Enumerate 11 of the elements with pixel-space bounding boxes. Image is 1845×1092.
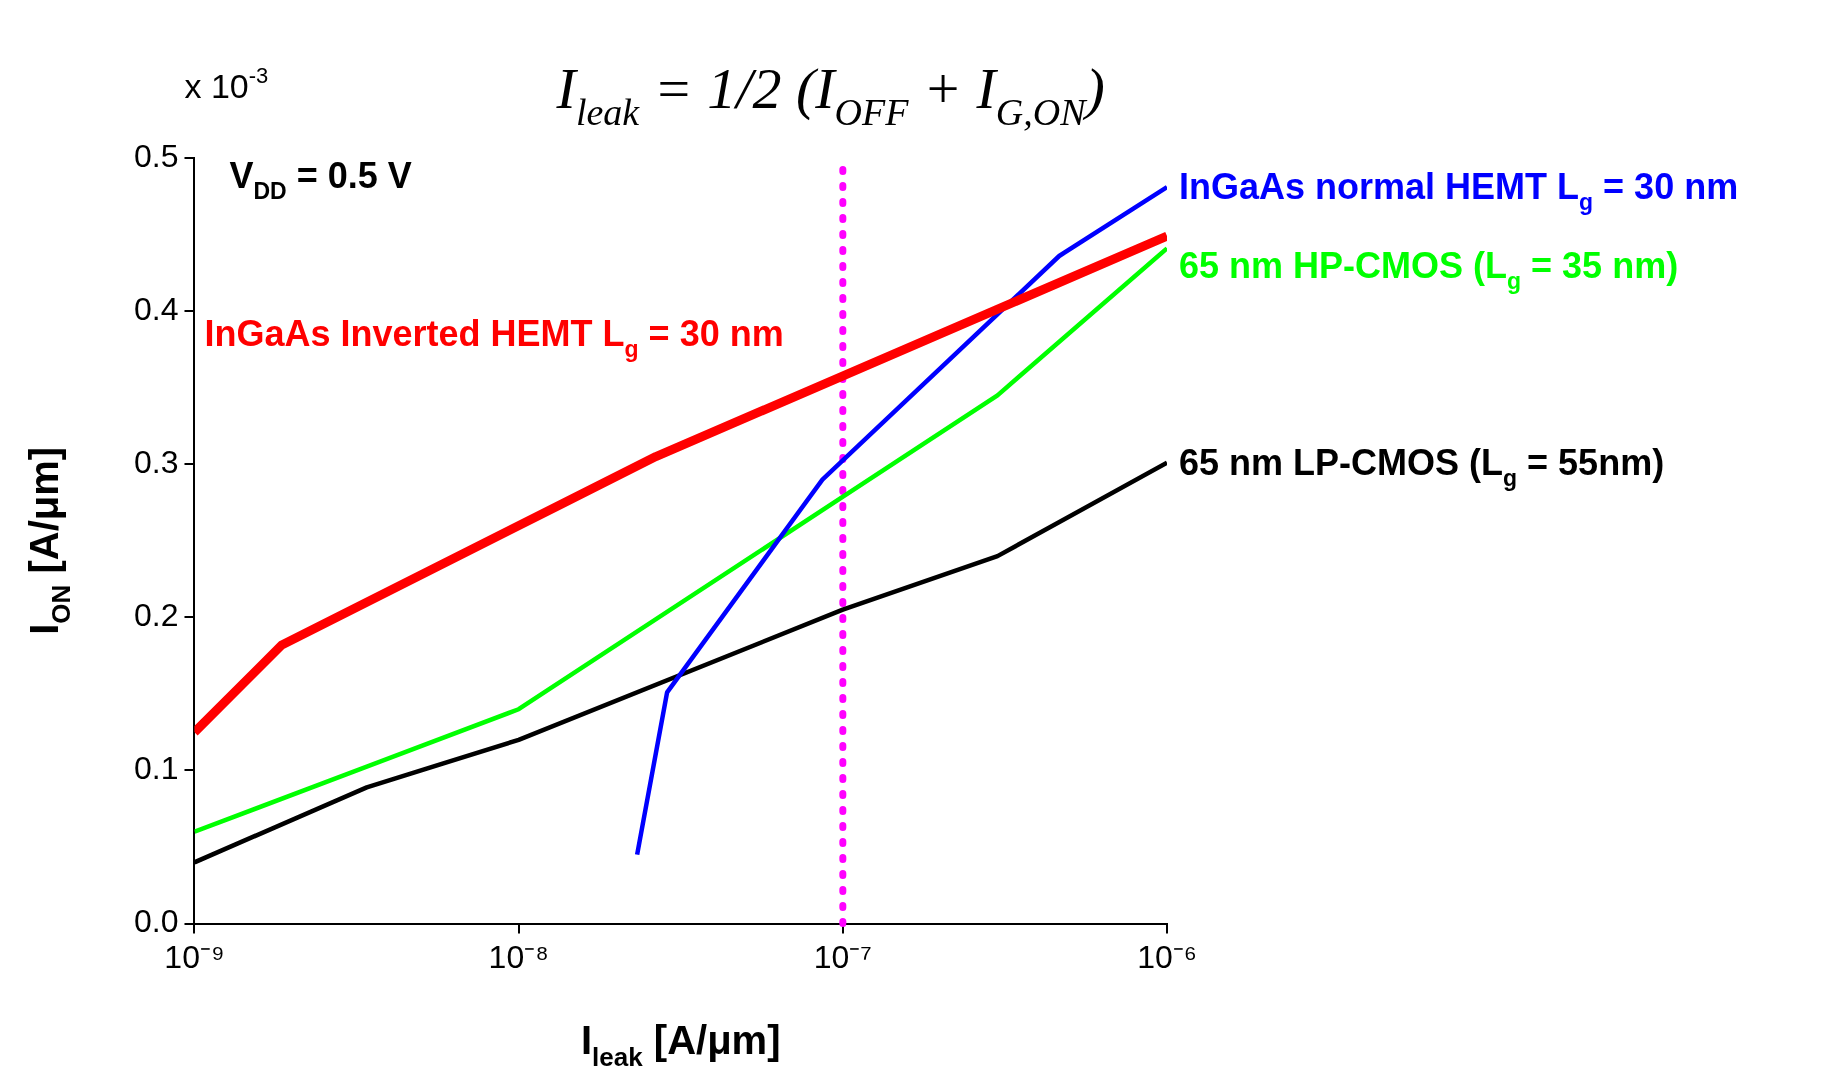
y-axis-title: ION [A/μm] bbox=[22, 446, 76, 635]
y-tick-label: 0.4 bbox=[134, 290, 179, 327]
x-tick-label: 10⁻⁹ bbox=[164, 938, 225, 975]
x-tick-label: 10⁻⁷ bbox=[813, 938, 872, 975]
y-tick-label: 0.3 bbox=[134, 444, 179, 481]
y-tick-label: 0.0 bbox=[134, 903, 179, 940]
x-tick-label: 10⁻⁸ bbox=[488, 938, 549, 975]
y-tick-label: 0.5 bbox=[134, 137, 179, 174]
y-tick-label: 0.2 bbox=[134, 597, 179, 634]
x-tick-label: 10⁻⁶ bbox=[1137, 938, 1197, 975]
y-tick-label: 0.1 bbox=[134, 750, 179, 787]
